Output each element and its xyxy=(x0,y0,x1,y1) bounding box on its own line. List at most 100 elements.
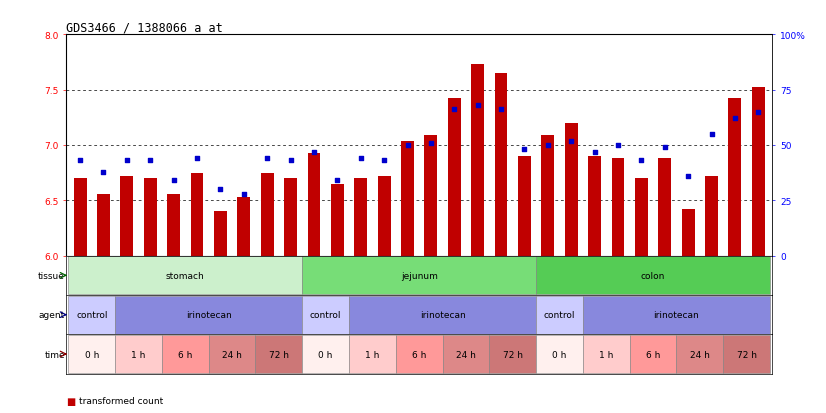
Point xyxy=(214,186,227,193)
Text: GDS3466 / 1388066_a_at: GDS3466 / 1388066_a_at xyxy=(66,21,223,34)
Bar xyxy=(349,335,396,373)
Point xyxy=(121,158,134,164)
Bar xyxy=(302,296,349,334)
Bar xyxy=(536,296,583,334)
Bar xyxy=(443,335,489,373)
Text: 72 h: 72 h xyxy=(737,350,757,358)
Bar xyxy=(115,335,162,373)
Text: tissue: tissue xyxy=(38,271,65,280)
Text: 0 h: 0 h xyxy=(84,350,99,358)
Text: 1 h: 1 h xyxy=(365,350,380,358)
Point xyxy=(541,142,554,149)
Point xyxy=(377,158,391,164)
Bar xyxy=(284,179,297,256)
Text: 6 h: 6 h xyxy=(646,350,660,358)
Bar xyxy=(729,99,741,256)
Bar xyxy=(583,296,770,334)
Point xyxy=(284,158,297,164)
Point xyxy=(330,178,344,184)
Text: 24 h: 24 h xyxy=(222,350,242,358)
Point xyxy=(729,116,742,122)
Bar xyxy=(448,99,461,256)
Point xyxy=(448,107,461,114)
Point xyxy=(588,149,601,156)
Bar xyxy=(237,197,250,256)
Bar xyxy=(191,173,203,256)
Text: jejunum: jejunum xyxy=(401,271,438,280)
Point xyxy=(307,149,320,156)
Bar xyxy=(629,335,676,373)
Bar xyxy=(115,296,302,334)
Bar xyxy=(495,74,507,256)
Point xyxy=(658,145,672,151)
Bar xyxy=(396,335,443,373)
Text: 1 h: 1 h xyxy=(131,350,145,358)
Text: 24 h: 24 h xyxy=(690,350,710,358)
Bar xyxy=(69,335,115,373)
Bar xyxy=(471,65,484,256)
Text: time: time xyxy=(45,350,65,358)
Text: irinotecan: irinotecan xyxy=(653,311,700,319)
Bar xyxy=(518,157,531,256)
Bar xyxy=(536,257,770,294)
Bar xyxy=(705,176,718,256)
Point xyxy=(191,156,204,162)
Point xyxy=(518,147,531,153)
Point xyxy=(634,158,648,164)
Point xyxy=(611,142,624,149)
Bar xyxy=(611,159,624,256)
Text: irinotecan: irinotecan xyxy=(186,311,231,319)
Point xyxy=(681,173,695,180)
Point xyxy=(354,156,368,162)
Bar xyxy=(752,88,765,256)
Bar xyxy=(635,179,648,256)
Point xyxy=(425,140,438,147)
Text: transformed count: transformed count xyxy=(79,396,164,406)
Text: control: control xyxy=(76,311,107,319)
Bar xyxy=(658,159,672,256)
Bar xyxy=(167,194,180,256)
Bar xyxy=(681,210,695,256)
Bar xyxy=(588,157,601,256)
Bar xyxy=(331,184,344,256)
Bar xyxy=(162,335,209,373)
Point xyxy=(144,158,157,164)
Bar xyxy=(425,135,437,256)
Bar xyxy=(724,335,770,373)
Bar xyxy=(97,194,110,256)
Bar xyxy=(676,335,724,373)
Point xyxy=(471,102,484,109)
Text: control: control xyxy=(544,311,575,319)
Bar xyxy=(144,179,157,256)
Text: agent: agent xyxy=(39,311,65,319)
Point xyxy=(97,169,110,176)
Bar xyxy=(583,335,629,373)
Text: 72 h: 72 h xyxy=(503,350,523,358)
Text: colon: colon xyxy=(641,271,665,280)
Point xyxy=(74,158,87,164)
Bar xyxy=(69,296,115,334)
Bar xyxy=(255,335,302,373)
Text: ■: ■ xyxy=(66,396,75,406)
Bar xyxy=(489,335,536,373)
Point xyxy=(495,107,508,114)
Text: 1 h: 1 h xyxy=(599,350,614,358)
Bar xyxy=(74,179,87,256)
Text: stomach: stomach xyxy=(166,271,205,280)
Point xyxy=(401,142,414,149)
Text: 6 h: 6 h xyxy=(178,350,192,358)
Bar xyxy=(307,153,320,256)
Bar xyxy=(354,179,368,256)
Point xyxy=(167,178,180,184)
Bar xyxy=(349,296,536,334)
Bar xyxy=(536,335,583,373)
Bar xyxy=(541,135,554,256)
Bar xyxy=(214,212,227,256)
Text: 24 h: 24 h xyxy=(456,350,476,358)
Text: 6 h: 6 h xyxy=(412,350,426,358)
Bar xyxy=(401,141,414,256)
Point xyxy=(705,131,718,138)
Bar xyxy=(377,176,391,256)
Bar xyxy=(69,257,302,294)
Text: 0 h: 0 h xyxy=(319,350,333,358)
